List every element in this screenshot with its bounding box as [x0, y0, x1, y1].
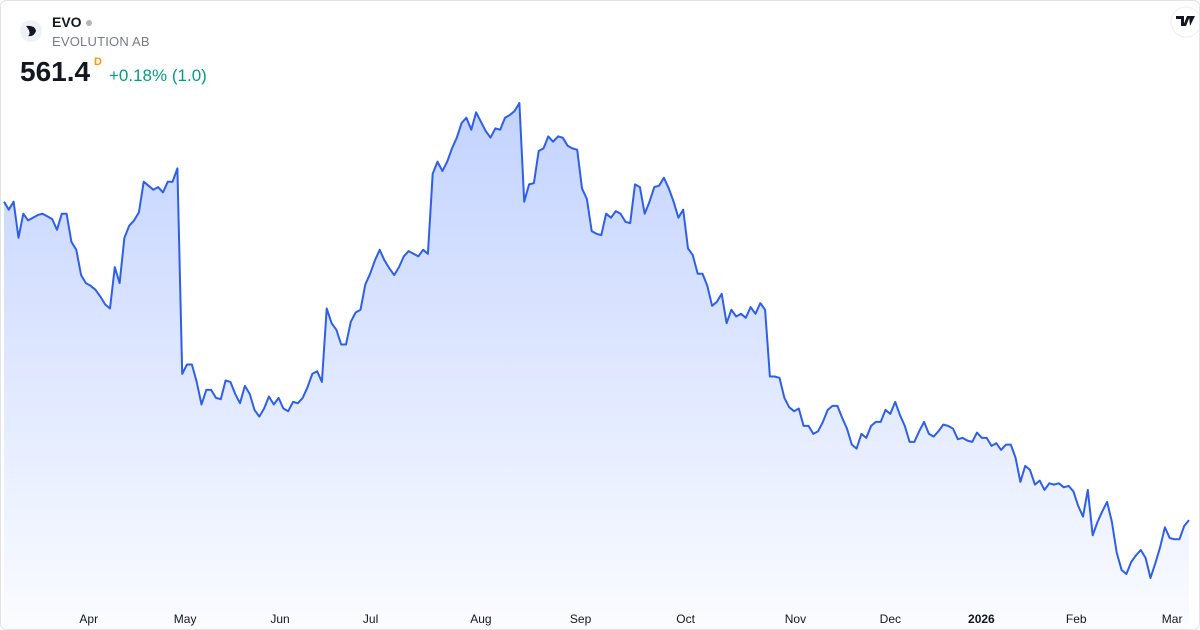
x-tick-label: Jun — [270, 612, 289, 626]
interval: D — [94, 56, 102, 68]
x-tick-label: Feb — [1066, 612, 1087, 626]
x-tick-label: Aug — [470, 612, 491, 626]
x-tick-label: Oct — [676, 612, 695, 626]
company-name: EVOLUTION AB — [52, 34, 150, 49]
area-fill — [4, 103, 1189, 629]
x-tick-label: 2026 — [968, 612, 995, 626]
x-tick-label: Jul — [363, 612, 378, 626]
price-line — [3, 102, 1190, 579]
x-tick-label: Apr — [79, 612, 98, 626]
x-tick-label: May — [174, 612, 197, 626]
price-change: +0.18% (1.0) — [109, 66, 207, 85]
symbol-text[interactable]: EVO — [52, 14, 82, 30]
tradingview-logo[interactable] — [1170, 6, 1199, 38]
symbol[interactable]: EVO — [52, 14, 92, 30]
x-tick-label: Dec — [880, 612, 901, 626]
x-tick-label: Nov — [785, 612, 806, 626]
symbol-logo — [20, 20, 42, 42]
x-tick-label: Sep — [570, 612, 592, 626]
status-dot — [85, 20, 92, 27]
x-tick-label: Mar — [1162, 612, 1183, 626]
last-price: 561.4 — [20, 56, 91, 87]
